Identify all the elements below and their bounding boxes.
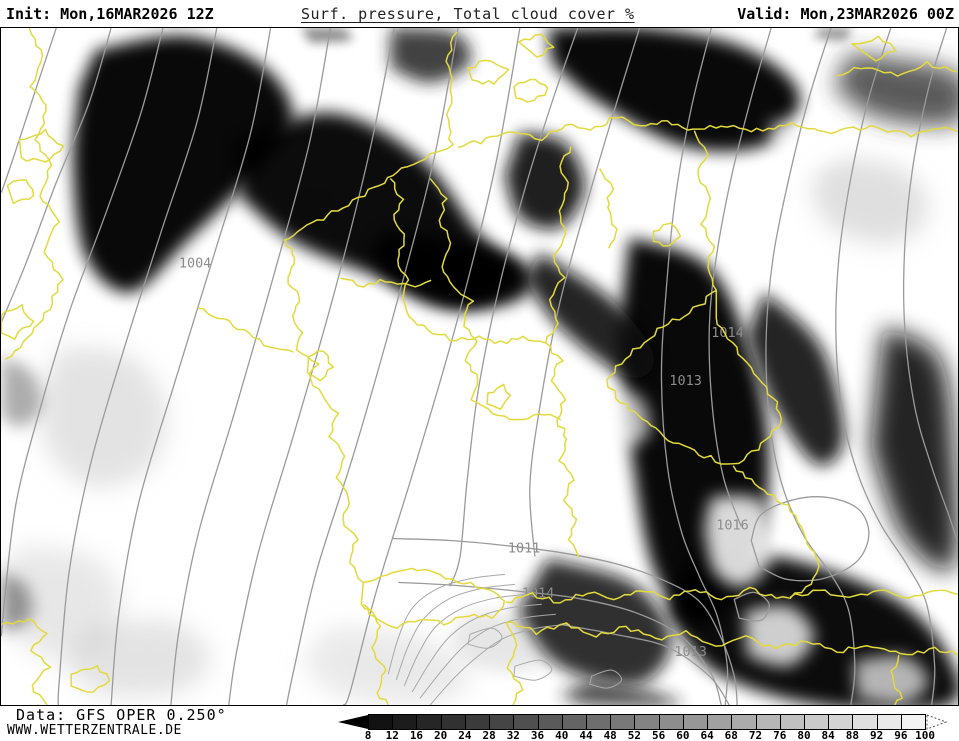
colorbar-segment: [369, 715, 394, 729]
colorbar-segment: [538, 715, 563, 729]
colorbar-tick: 72: [748, 729, 763, 741]
colorbar-tick: 64: [700, 729, 714, 741]
colorbar-tick: 28: [482, 729, 496, 741]
colorbar-tick: 80: [797, 729, 811, 741]
colorbar-segment: [732, 715, 757, 729]
colorbar-right-arrow: [926, 714, 948, 730]
isobar-label: 1011: [508, 541, 540, 556]
colorbar-tick: 44: [579, 729, 593, 741]
colorbar-segment: [829, 715, 854, 729]
map-title: Surf. pressure, Total cloud cover %: [301, 5, 635, 23]
colorbar-segment: [804, 715, 830, 729]
colorbar-segments: [368, 714, 927, 730]
colorbar-tick: 68: [724, 729, 738, 741]
colorbar-segment: [611, 715, 636, 729]
colorbar-tick: 52: [627, 729, 642, 741]
colorbar-segment: [465, 715, 491, 729]
colorbar-segment: [393, 715, 418, 729]
colorbar-tick: 88: [845, 729, 860, 741]
colorbar-tick: 36: [530, 729, 545, 741]
isobar-label: 1013: [674, 645, 706, 660]
country-border-layer: [1, 28, 958, 705]
colorbar-segment: [490, 715, 515, 729]
colorbar-segment: [756, 715, 781, 729]
colorbar-tick: 76: [773, 729, 787, 741]
colorbar-segment: [562, 715, 587, 729]
colorbar-segment: [877, 715, 902, 729]
weather-map: 1004 1014 1013 1016 1011 1014 1013: [0, 27, 959, 706]
colorbar-tick: 32: [506, 729, 520, 741]
colorbar-tick: 96: [894, 729, 908, 741]
colorbar-tick: 92: [869, 729, 884, 741]
colorbar-left-arrow: [338, 715, 368, 729]
colorbar-segment: [901, 715, 927, 729]
valid-time-label: Valid: Mon,23MAR2026 00Z: [737, 5, 954, 23]
colorbar-segment: [659, 715, 684, 729]
colorbar-tick: 48: [603, 729, 617, 741]
isobar-label: 1004: [179, 256, 211, 271]
colorbar-segment: [417, 715, 442, 729]
isobar-layer: [1, 28, 958, 705]
init-time-label: Init: Mon,16MAR2026 12Z: [6, 5, 214, 23]
cloud-cover-colorbar: 8 12 16 20 24 28 32 36 40 44 48 52 56 60 64 68 72 76 80 84 8…: [338, 714, 948, 741]
data-source-label: Data: GFS OPER 0.250°: [16, 706, 227, 724]
colorbar-segment: [853, 715, 878, 729]
colorbar-segment: [514, 715, 539, 729]
colorbar-segment: [635, 715, 660, 729]
isobar-label: 1016: [716, 519, 748, 534]
colorbar-tick: 12: [385, 729, 399, 741]
colorbar-tick: 20: [434, 729, 448, 741]
isobar-label: 1014: [711, 326, 743, 341]
isobar-labels: 1004 1014 1013 1016 1011 1014 1013: [179, 256, 749, 660]
colorbar-tick: 40: [555, 729, 569, 741]
cloud-cover-layer: [1, 28, 958, 705]
isobar-label: 1014: [522, 586, 554, 601]
colorbar-tick: 84: [821, 729, 835, 741]
colorbar-tick: 8: [364, 729, 372, 741]
colorbar-segment: [441, 715, 466, 729]
colorbar-segment: [780, 715, 805, 729]
colorbar-tick: 16: [409, 729, 424, 741]
colorbar-segment: [586, 715, 612, 729]
colorbar-tick: 100: [915, 729, 935, 741]
colorbar-tick: 24: [458, 729, 472, 741]
isobar-label: 1013: [669, 374, 701, 389]
colorbar-segment: [708, 715, 733, 729]
colorbar-tick: 56: [652, 729, 666, 741]
colorbar-tick: 60: [676, 729, 690, 741]
website-label: WWW.WETTERZENTRALE.DE: [7, 723, 182, 738]
colorbar-segment: [683, 715, 709, 729]
